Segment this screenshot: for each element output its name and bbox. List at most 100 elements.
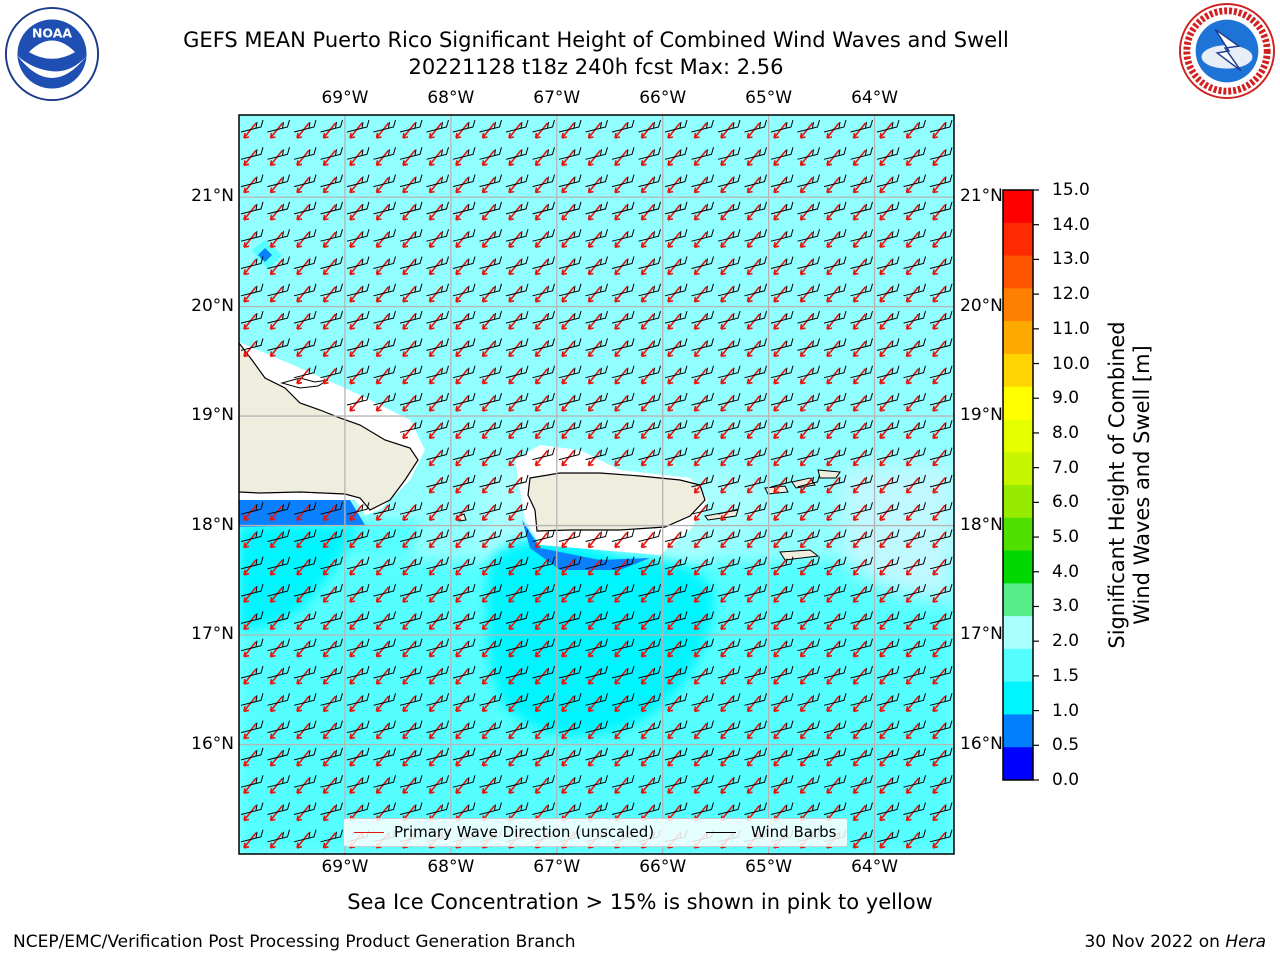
wave-direction-arrow [799, 504, 814, 521]
wave-direction-arrow [640, 586, 655, 603]
wave-direction-arrow [375, 750, 390, 767]
wave-direction-arrow [905, 122, 920, 139]
wind-barb [240, 556, 264, 570]
wave-direction-arrow [508, 313, 522, 330]
wind-barb [850, 583, 873, 597]
wind-barb [717, 310, 741, 324]
wave-direction-arrow [746, 122, 761, 139]
wind-barb [373, 638, 396, 652]
wave-direction-legend-swatch [354, 832, 384, 833]
wave-direction-arrow [349, 340, 363, 358]
wind-barb [664, 256, 688, 269]
wind-barb [797, 775, 820, 788]
wave-direction-arrow [534, 641, 549, 658]
wave-direction-arrow [349, 231, 363, 248]
wind-barb [267, 720, 290, 734]
wind-barb [823, 611, 847, 624]
wind-barb [558, 447, 582, 461]
wave-direction-arrow [243, 695, 257, 713]
wave-direction-arrow [508, 777, 522, 794]
wave-direction-arrow [746, 641, 761, 658]
wind-barb [558, 529, 582, 542]
wave-direction-arrow [455, 395, 469, 412]
wind-barb [770, 556, 794, 570]
wave-direction-arrow [561, 204, 575, 221]
colorbar-tick-label: 2.0 [1052, 631, 1080, 652]
wave-direction-arrow [640, 777, 655, 794]
wave-direction-arrow [640, 313, 655, 330]
wave-direction-arrow [667, 641, 681, 658]
wave-direction-arrow [402, 395, 416, 412]
wave-direction-arrow [322, 832, 337, 849]
wave-direction-arrow [773, 641, 787, 658]
wind-barb [744, 502, 767, 515]
wave-direction-arrow [799, 340, 814, 358]
wind-barb [585, 147, 608, 160]
wave-direction-arrow [481, 586, 496, 603]
wind-barb [452, 529, 476, 542]
wave-direction-arrow [561, 149, 575, 167]
wind-barb [638, 638, 661, 652]
wind-barb [876, 802, 900, 815]
wind-barb [346, 229, 370, 242]
wave-direction-arrow [269, 204, 284, 221]
wind-barb [479, 775, 502, 788]
wave-direction-arrow [720, 368, 734, 385]
wind-barb [373, 174, 396, 188]
colorbar-tick-label: 0.5 [1052, 735, 1080, 756]
wave-direction-arrow [905, 204, 920, 221]
wind-barb [850, 502, 873, 515]
wave-direction-arrow [428, 641, 443, 658]
wave-direction-arrow [481, 286, 496, 303]
wave-direction-arrow [905, 149, 920, 167]
wind-barb [399, 693, 423, 706]
wind-barb [293, 201, 317, 215]
wave-direction-arrow [879, 259, 893, 276]
wave-direction-arrow [561, 750, 575, 767]
wave-direction-arrow [561, 559, 575, 576]
wave-direction-arrow [269, 177, 284, 194]
wind-barb [903, 147, 926, 160]
wind-barb [903, 447, 926, 461]
wave-direction-arrow [402, 286, 416, 303]
wind-barb [293, 829, 317, 843]
wave-direction-arrow [693, 204, 708, 221]
wind-barb [585, 283, 608, 297]
wind-barb [744, 174, 767, 188]
wind-barb [717, 720, 741, 734]
wind-barb [585, 338, 608, 351]
wind-barb [664, 201, 688, 215]
wave-direction-arrow [667, 259, 681, 276]
wave-direction-arrow [720, 231, 734, 248]
wind-barb [532, 201, 555, 215]
wave-direction-arrow [481, 723, 496, 740]
wave-direction-arrow [455, 368, 469, 385]
wave-direction-arrow [932, 122, 946, 139]
wave-direction-arrow [826, 340, 840, 358]
wind-barb [585, 365, 608, 379]
wind-barb [293, 147, 317, 160]
wave-direction-arrow [561, 613, 575, 631]
wave-direction-arrow [879, 586, 893, 603]
wave-direction-arrow [375, 504, 390, 521]
wind-barb [399, 775, 423, 788]
wave-direction-arrow [455, 340, 469, 358]
wave-direction-arrow [561, 368, 575, 385]
wave-direction-arrow [773, 504, 787, 521]
colorbar-segment [1003, 550, 1033, 584]
wind-barb [558, 556, 582, 570]
colorbar-title-line2: Wind Waves and Swell [m] [1130, 345, 1154, 625]
wave-direction-arrow [826, 231, 840, 248]
wave-direction-arrow [269, 259, 284, 276]
wind-barb [691, 529, 714, 542]
wind-barb [452, 365, 476, 379]
wave-direction-arrow [720, 422, 734, 440]
wind-barb [558, 638, 582, 652]
wind-barb [744, 201, 767, 215]
wind-barb [505, 502, 529, 515]
wave-direction-arrow [534, 286, 549, 303]
wind-barb [479, 447, 502, 461]
wind-barb [479, 310, 502, 324]
wind-barb [399, 119, 423, 133]
wave-direction-arrow [428, 313, 443, 330]
